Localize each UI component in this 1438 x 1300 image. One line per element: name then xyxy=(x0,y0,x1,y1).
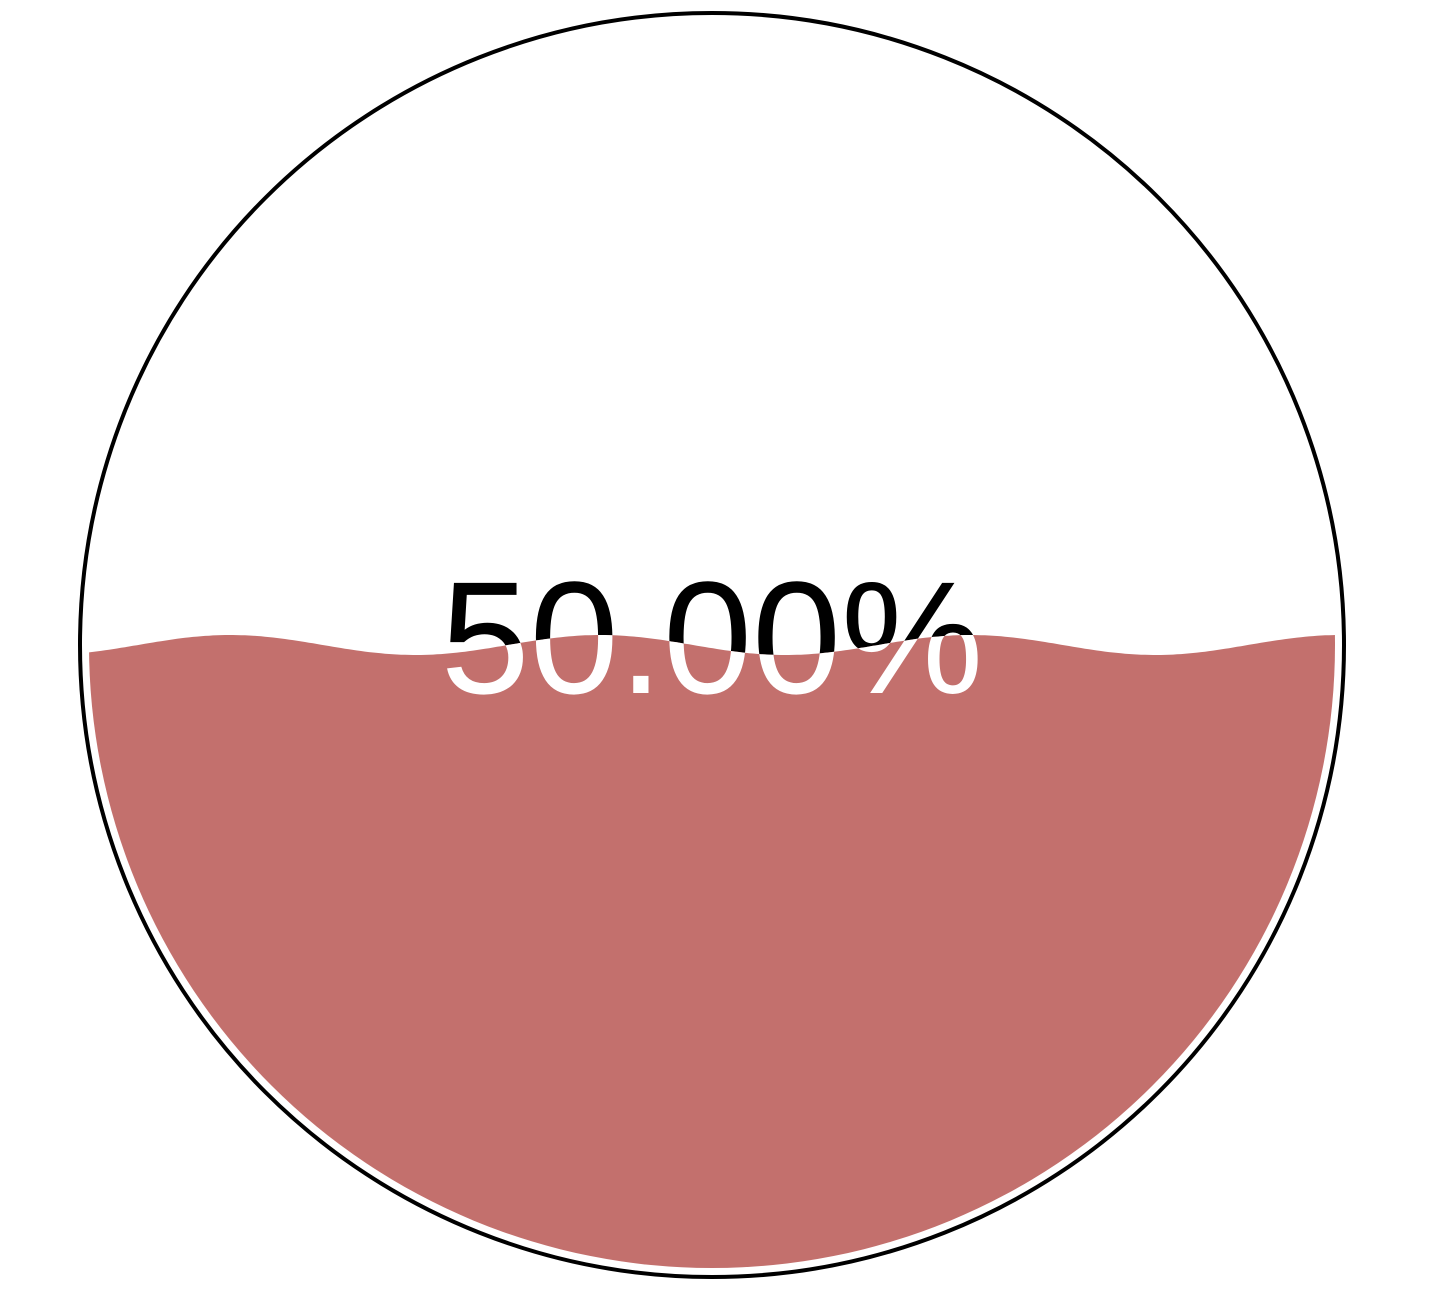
gauge-outline-ring xyxy=(78,11,1346,1279)
liquid-fill xyxy=(89,635,1335,1268)
liquid-fill-group xyxy=(89,635,1335,1268)
gauge-value-label-in-liquid: 50.00% xyxy=(441,548,984,727)
gauge-value-label-in-liquid-group: 50.00% xyxy=(441,548,984,727)
